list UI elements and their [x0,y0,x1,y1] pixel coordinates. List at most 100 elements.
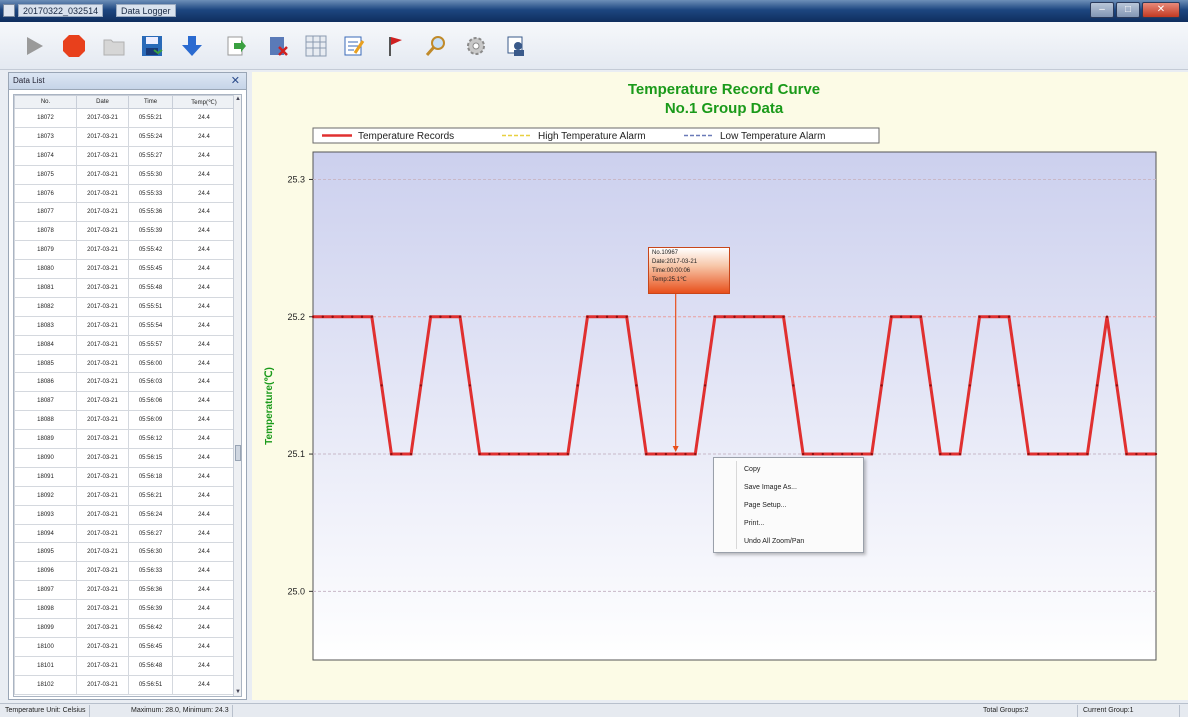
legend-item[interactable]: Temperature Records [322,131,454,142]
table-row[interactable]: 18073 2017-03-21 05:55:24 24.4 [14,126,236,147]
data-point[interactable] [576,384,579,387]
data-point[interactable] [1154,452,1158,456]
stop-button[interactable] [62,34,86,58]
data-point[interactable] [1066,452,1069,456]
scroll-down-icon[interactable]: ▼ [235,689,241,695]
data-point[interactable] [468,384,472,387]
table-row[interactable]: 18075 2017-03-21 05:55:30 24.4 [14,164,236,185]
data-point[interactable] [341,315,344,318]
table-row[interactable]: 18094 2017-03-21 05:56:27 24.4 [14,523,236,544]
data-point[interactable] [694,452,697,456]
data-point[interactable] [419,384,423,387]
data-point[interactable] [792,384,795,387]
table-row[interactable]: 18088 2017-03-21 05:56:09 24.4 [14,410,236,431]
menu-item-copy[interactable]: Copy [744,466,761,473]
table-row[interactable]: 18101 2017-03-21 05:56:48 24.4 [14,655,236,676]
table-row[interactable]: 18079 2017-03-21 05:55:42 24.4 [14,240,236,261]
data-point[interactable] [1056,452,1060,456]
data-point[interactable] [360,315,364,318]
data-point[interactable] [488,452,491,456]
data-point[interactable] [654,452,658,456]
data-point[interactable] [968,384,971,387]
table-row[interactable]: 18102 2017-03-21 05:56:51 24.4 [14,674,236,695]
table-row[interactable]: 18093 2017-03-21 05:56:24 24.4 [14,504,236,525]
data-point[interactable] [743,315,746,318]
data-point[interactable] [586,315,589,318]
table-row[interactable]: 18074 2017-03-21 05:55:27 24.4 [14,145,236,166]
table-row[interactable]: 18078 2017-03-21 05:55:39 24.4 [14,221,236,242]
column-header-no[interactable]: No. [14,95,77,109]
data-point[interactable] [929,384,932,387]
table-row[interactable]: 18086 2017-03-21 05:56:03 24.4 [14,372,236,393]
data-point[interactable] [782,315,785,318]
search-button[interactable] [424,34,448,58]
chart-panel[interactable]: Temperature Record Curve No.1 Group Data… [252,72,1188,700]
data-point[interactable] [498,452,501,456]
legend-item[interactable]: High Temperature Alarm [502,131,646,142]
data-point[interactable] [390,452,393,456]
data-point[interactable] [997,315,1001,318]
data-point[interactable] [537,452,540,456]
save-button[interactable] [140,34,164,58]
data-point[interactable] [899,315,903,318]
column-header-temp[interactable]: Temp(℃) [172,95,236,109]
data-point[interactable] [596,315,599,318]
data-point[interactable] [831,452,834,456]
data-point[interactable] [1017,384,1020,387]
data-point[interactable] [890,315,893,318]
data-point[interactable] [556,452,560,456]
table-row[interactable]: 18091 2017-03-21 05:56:18 24.4 [14,466,236,487]
data-point[interactable] [615,315,619,318]
data-point[interactable] [400,452,403,456]
data-point[interactable] [458,315,462,318]
data-point[interactable] [409,452,413,456]
data-point[interactable] [762,315,766,318]
data-point[interactable] [958,452,962,456]
menu-item-print[interactable]: Print... [744,520,765,527]
data-list-scrollbar[interactable]: ▲ ▼ [233,95,241,696]
data-point[interactable] [850,452,854,456]
data-point[interactable] [684,452,687,456]
data-point[interactable] [321,315,325,318]
table-row[interactable]: 18096 2017-03-21 05:56:33 24.4 [14,561,236,582]
table-view-button[interactable] [304,34,328,58]
close-button[interactable]: ✕ [1142,2,1180,18]
table-row[interactable]: 18090 2017-03-21 05:56:15 24.4 [14,448,236,468]
data-point[interactable] [1046,452,1050,456]
data-point[interactable] [988,315,991,318]
data-point[interactable] [645,452,648,456]
table-row[interactable]: 18097 2017-03-21 05:56:36 24.4 [14,580,236,601]
data-point[interactable] [1135,452,1138,456]
flag-button[interactable] [384,34,408,58]
menu-item-undo-zoom[interactable]: Undo All Zoom/Pan [744,538,805,545]
settings-button[interactable] [464,34,488,58]
data-point[interactable] [1115,384,1118,387]
data-point[interactable] [1027,452,1030,456]
data-point[interactable] [1095,384,1099,387]
user-button[interactable] [504,34,528,58]
data-point[interactable] [635,384,638,387]
table-row[interactable]: 18100 2017-03-21 05:56:45 24.4 [14,636,236,657]
data-point[interactable] [978,315,981,318]
data-point[interactable] [713,315,717,318]
temperature-chart[interactable]: Temperature Record Curve No.1 Group Data… [252,72,1188,700]
data-point[interactable] [1007,315,1011,318]
data-point[interactable] [449,315,452,318]
data-point[interactable] [370,315,374,318]
data-point[interactable] [703,384,707,387]
data-point[interactable] [507,452,511,456]
data-point[interactable] [1086,452,1089,456]
table-row[interactable]: 18081 2017-03-21 05:55:48 24.4 [14,278,236,298]
menu-item-page-setup[interactable]: Page Setup... [744,502,787,509]
table-row[interactable]: 18083 2017-03-21 05:55:54 24.4 [14,315,236,336]
data-point[interactable] [380,384,383,387]
scroll-up-icon[interactable]: ▲ [235,96,241,102]
data-point[interactable] [439,315,442,318]
data-point[interactable] [674,452,677,456]
data-point[interactable] [517,452,521,456]
minimize-button[interactable]: – [1090,2,1114,18]
edit-button[interactable] [342,34,366,58]
data-point[interactable] [909,315,913,318]
data-point[interactable] [841,452,844,456]
table-row[interactable]: 18084 2017-03-21 05:55:57 24.4 [14,334,236,355]
